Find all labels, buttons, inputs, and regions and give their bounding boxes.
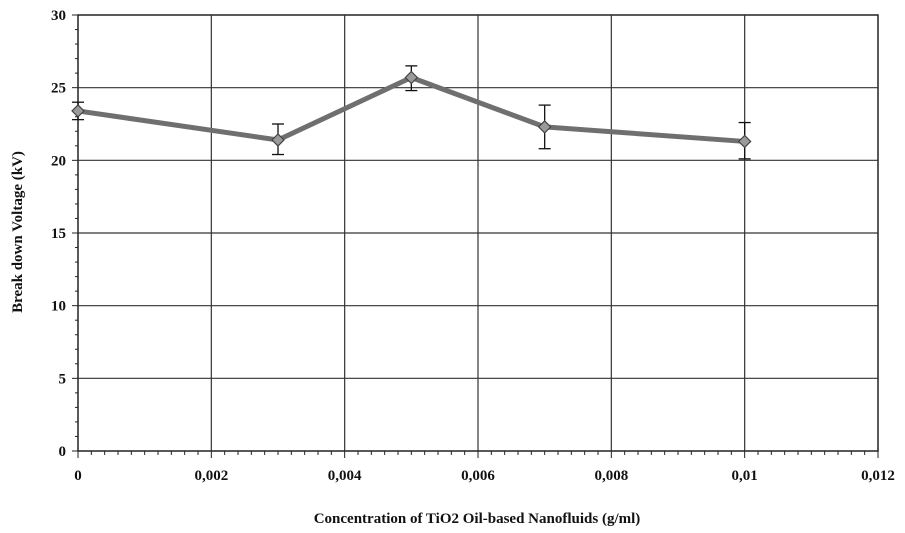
data-point	[404, 70, 419, 85]
grid	[77, 14, 879, 452]
x-tick-label: 0,002	[194, 468, 228, 484]
y-tick-label: 5	[59, 371, 67, 387]
y-tick-label: 10	[51, 299, 66, 315]
x-tick-label: 0,01	[732, 468, 758, 484]
x-axis-title: Concentration of TiO2 Oil-based Nanoflui…	[314, 511, 641, 527]
data-point	[737, 134, 752, 149]
y-tick-label: 25	[51, 81, 66, 97]
x-tick-label: 0	[74, 468, 82, 484]
x-tick-label: 0,008	[594, 468, 628, 484]
data-point	[271, 133, 285, 147]
y-tick-label: 0	[59, 444, 67, 460]
series-layer	[71, 65, 752, 160]
y-axis-title: Break down Voltage (kV)	[10, 151, 26, 313]
axes: 0 5 10 15 20 25 30 0 0,002 0,004 0,006 0,008 0,01 0,0…	[51, 8, 895, 484]
x-tick-label: 0,006	[461, 468, 495, 484]
data-point	[71, 104, 85, 118]
y-tick-label: 15	[51, 226, 66, 242]
y-tick-label: 20	[51, 153, 66, 169]
x-tick-label: 0,012	[861, 468, 895, 484]
data-point	[537, 120, 552, 134]
y-tick-label: 30	[51, 8, 66, 24]
x-tick-label: 0,004	[328, 468, 362, 484]
